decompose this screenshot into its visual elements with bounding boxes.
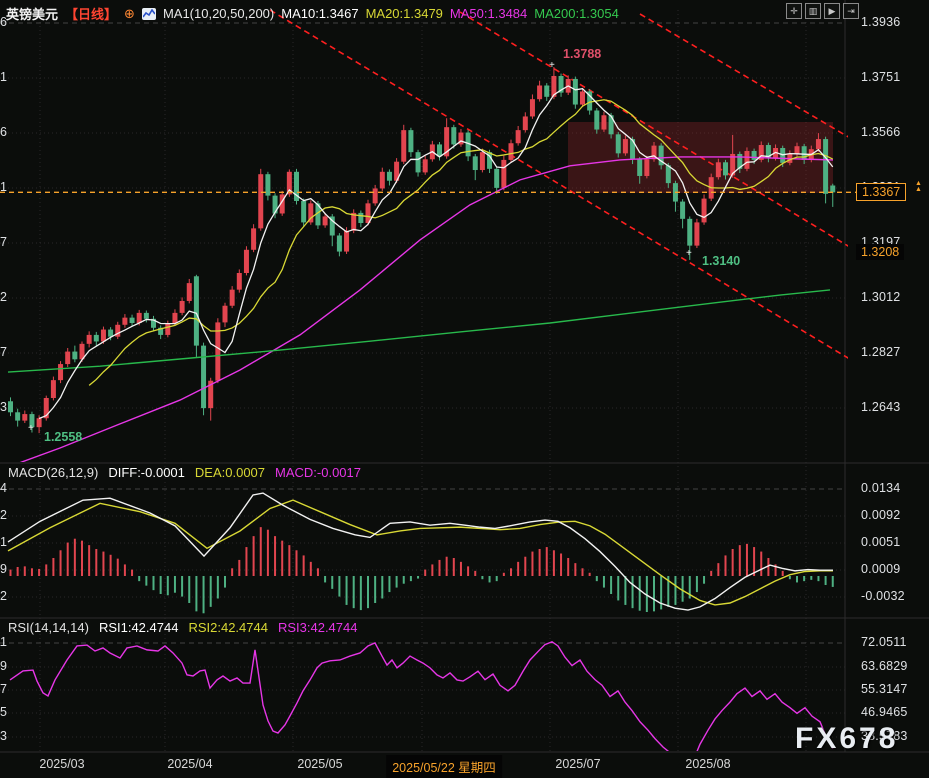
price-axis-label: 1.3936 xyxy=(861,15,901,29)
price-axis-label-clipped: 1.3381 xyxy=(0,180,7,194)
macd-axis-label: 0.0009 xyxy=(861,562,901,576)
crosshair-marker-icon: + xyxy=(28,423,34,434)
rsi3-value: RSI3:42.4744 xyxy=(277,620,358,635)
price-axis-label: 1.2827 xyxy=(861,345,901,359)
line-chart-icon[interactable] xyxy=(141,7,156,20)
crosshair-marker-icon: + xyxy=(549,60,555,71)
price-axis-label: 1.3012 xyxy=(861,290,901,304)
price-annotation: 1.3788 xyxy=(563,47,602,61)
period-label[interactable]: 【日线】 xyxy=(65,7,118,22)
ma200-value: MA200:1.3054 xyxy=(534,6,619,21)
macd-axis-label: 0.0134 xyxy=(861,481,901,495)
rsi-axis-label-clipped: 46.9465 xyxy=(0,705,7,719)
date-axis-label: 2025/04 xyxy=(167,757,213,771)
price-axis-label-clipped: 1.3197 xyxy=(0,235,7,249)
play-chart-icon[interactable]: ▶ xyxy=(824,3,840,19)
macd-axis-label-clipped: 0.0134 xyxy=(0,481,7,495)
date-axis-label: 2025/07 xyxy=(555,757,601,771)
rsi1-value: RSI1:42.4744 xyxy=(98,620,179,635)
macd-axis-label-clipped: 0.0092 xyxy=(0,508,7,522)
rsi-axis-label: 38.5783 xyxy=(861,729,908,743)
macd-axis-label-clipped: -0.0032 xyxy=(0,589,7,603)
jump-latest-icon[interactable]: ⇥ xyxy=(843,3,859,19)
date-axis-label: 2025/03 xyxy=(39,757,85,771)
price-axis-label: 1.2643 xyxy=(861,400,901,414)
crosshair-marker-icon: + xyxy=(686,248,692,259)
price-axis-label-clipped: 1.3012 xyxy=(0,290,7,304)
chart-panel-icon[interactable]: ▥ xyxy=(805,3,821,19)
date-axis-label: 2025/05 xyxy=(297,757,343,771)
price-axis-label-clipped: 1.3936 xyxy=(0,15,7,29)
price-axis-label-clipped: 1.2827 xyxy=(0,345,7,359)
macd-axis-label: 0.0051 xyxy=(861,535,901,549)
rsi-axis-label: 46.9465 xyxy=(861,705,908,719)
price-axis-label: 1.3566 xyxy=(861,125,901,139)
settings-circle-icon[interactable]: ⊕ xyxy=(124,5,135,21)
price-axis-label: 1.3751 xyxy=(861,70,901,84)
ma-params-label: MA1(10,20,50,200) xyxy=(162,6,275,21)
macd-axis-label: -0.0032 xyxy=(861,589,905,603)
crosshair-date-box: 2025/05/22 星期四 xyxy=(386,755,502,778)
rsi-axis-label-clipped: 72.0511 xyxy=(0,635,7,649)
chart-toolbar: ✛ ▥ ▶ ⇥ xyxy=(786,3,859,19)
rsi-axis-label-clipped: 63.6829 xyxy=(0,659,7,673)
watermark-logo: FX678 xyxy=(795,722,899,755)
crosshair-tool-icon[interactable]: ✛ xyxy=(786,3,802,19)
price-axis-label-clipped: 1.3566 xyxy=(0,125,7,139)
price-annotation: 1.3140 xyxy=(702,254,741,268)
price-marker-icon: ▲ ▲ xyxy=(915,180,922,193)
date-axis: 2025/03 2025/04 2025/05 2025/07 2025/08 2025/… xyxy=(0,755,929,778)
symbol-name: 英镑美元 xyxy=(6,7,59,22)
macd-macd-value: MACD:-0.0017 xyxy=(275,465,361,480)
ma20-value: MA20:1.3479 xyxy=(365,6,443,21)
rsi2-value: RSI2:42.4744 xyxy=(188,620,268,635)
macd-axis-label-clipped: 0.0051 xyxy=(0,535,7,549)
rsi-header: RSI(14,14,14) RSI1:42.4744 RSI2:42.4744 … xyxy=(8,620,357,635)
rsi-axis-label: 63.6829 xyxy=(861,659,908,673)
macd-header: MACD(26,12,9) DIFF:-0.0001 DEA:0.0007 MA… xyxy=(8,465,361,480)
target-price-box: 1.3208 xyxy=(856,243,905,260)
macd-params: MACD(26,12,9) xyxy=(8,465,99,480)
current-price-box: 1.3367 xyxy=(856,183,907,202)
ma10-value: MA10:1.3467 xyxy=(281,6,359,21)
price-axis-label-clipped: 1.3751 xyxy=(0,70,7,84)
rsi-params: RSI(14,14,14) xyxy=(8,620,89,635)
rsi-axis-label: 55.3147 xyxy=(861,682,908,696)
macd-axis-label: 0.0092 xyxy=(861,508,901,522)
rsi-axis-label-clipped: 55.3147 xyxy=(0,682,7,696)
macd-dea-value: DEA:0.0007 xyxy=(194,465,266,480)
macd-axis-label-clipped: 0.0009 xyxy=(0,562,7,576)
date-axis-label: 2025/08 xyxy=(685,757,731,771)
price-annotation: 1.2558 xyxy=(44,430,83,444)
chart-header: 英镑美元 【日线】 ⊕ MA1(10,20,50,200) MA10:1.346… xyxy=(6,4,619,23)
ma50-value: MA50:1.3484 xyxy=(449,6,528,21)
price-axis-label-clipped: 1.2643 xyxy=(0,400,7,414)
rsi-axis-label: 72.0511 xyxy=(861,635,907,649)
macd-diff-value: DIFF:-0.0001 xyxy=(108,465,185,480)
rsi-axis-label-clipped: 38.5783 xyxy=(0,729,7,743)
